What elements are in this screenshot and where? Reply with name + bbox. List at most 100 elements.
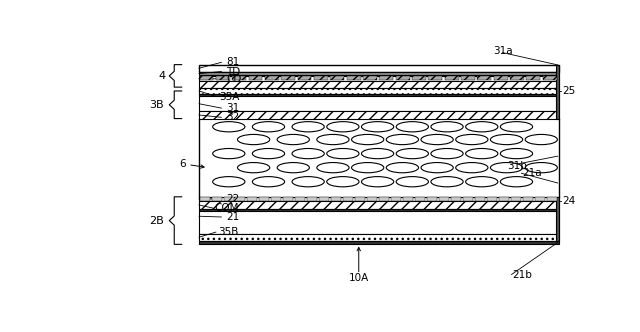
Bar	[199, 240, 559, 244]
Text: 31: 31	[227, 103, 239, 113]
Ellipse shape	[212, 177, 245, 187]
Ellipse shape	[252, 177, 285, 187]
Ellipse shape	[292, 122, 324, 132]
Ellipse shape	[456, 163, 488, 173]
Bar	[199, 88, 559, 94]
Bar	[200, 76, 213, 80]
Bar	[199, 197, 559, 202]
Bar	[439, 197, 449, 201]
Ellipse shape	[351, 134, 384, 145]
Bar	[259, 197, 269, 201]
Text: 3B: 3B	[150, 100, 164, 110]
Ellipse shape	[237, 134, 269, 145]
Ellipse shape	[327, 122, 359, 132]
Bar	[199, 94, 559, 96]
Ellipse shape	[277, 163, 309, 173]
Bar	[199, 202, 559, 208]
Bar	[223, 197, 234, 201]
Bar	[199, 76, 559, 81]
Bar	[355, 197, 365, 201]
Text: 10A: 10A	[349, 273, 369, 283]
Ellipse shape	[212, 122, 245, 132]
Ellipse shape	[292, 177, 324, 187]
Ellipse shape	[252, 122, 285, 132]
Ellipse shape	[351, 163, 384, 173]
Bar	[463, 197, 473, 201]
Text: TD: TD	[227, 66, 241, 77]
Bar	[248, 76, 262, 80]
Ellipse shape	[525, 163, 557, 173]
Ellipse shape	[277, 134, 309, 145]
Bar	[487, 197, 497, 201]
Ellipse shape	[327, 177, 359, 187]
Bar	[499, 197, 509, 201]
Ellipse shape	[490, 163, 523, 173]
Ellipse shape	[466, 177, 498, 187]
Bar	[236, 197, 246, 201]
Bar	[199, 234, 559, 240]
Bar	[271, 197, 282, 201]
Bar	[547, 197, 557, 201]
Text: 31b: 31b	[508, 161, 527, 171]
Text: 6: 6	[179, 159, 186, 169]
Bar	[451, 197, 461, 201]
Bar	[391, 197, 401, 201]
Ellipse shape	[387, 134, 419, 145]
Bar	[556, 65, 559, 119]
Text: 21a: 21a	[522, 168, 542, 178]
Text: 24: 24	[562, 196, 575, 206]
Bar	[199, 65, 559, 72]
Ellipse shape	[317, 134, 349, 145]
Bar	[523, 197, 533, 201]
Ellipse shape	[317, 163, 349, 173]
Bar	[510, 76, 524, 80]
Ellipse shape	[490, 134, 523, 145]
Bar	[477, 76, 492, 80]
Bar	[403, 197, 413, 201]
Text: 35A: 35A	[219, 92, 239, 102]
Bar	[319, 197, 330, 201]
Bar	[367, 197, 378, 201]
Bar	[344, 197, 353, 201]
Ellipse shape	[387, 163, 419, 173]
Bar	[347, 76, 360, 80]
Bar	[281, 76, 295, 80]
Ellipse shape	[456, 134, 488, 145]
Bar	[330, 76, 344, 80]
Ellipse shape	[500, 122, 532, 132]
Ellipse shape	[500, 148, 532, 159]
Bar	[296, 197, 305, 201]
Bar	[380, 76, 393, 80]
Ellipse shape	[525, 134, 557, 145]
Bar	[216, 76, 230, 80]
Bar	[307, 197, 317, 201]
Bar	[445, 76, 459, 80]
Ellipse shape	[327, 148, 359, 159]
Bar	[493, 76, 508, 80]
Bar	[415, 197, 426, 201]
Bar	[556, 197, 559, 240]
Bar	[396, 76, 410, 80]
Bar	[412, 76, 426, 80]
Text: 32: 32	[227, 112, 239, 122]
Text: CD: CD	[227, 74, 242, 84]
Ellipse shape	[431, 122, 463, 132]
Bar	[314, 76, 328, 80]
Bar	[199, 112, 559, 119]
Bar	[265, 76, 279, 80]
Ellipse shape	[396, 122, 428, 132]
Bar	[428, 76, 442, 80]
Ellipse shape	[252, 148, 285, 159]
Text: COM: COM	[214, 203, 239, 213]
Bar	[199, 208, 559, 210]
Bar	[535, 197, 545, 201]
Bar	[543, 76, 557, 80]
Text: 4: 4	[158, 71, 165, 81]
Bar	[298, 76, 312, 80]
Bar	[527, 76, 540, 80]
Bar	[284, 197, 294, 201]
Ellipse shape	[421, 163, 453, 173]
Bar	[363, 76, 377, 80]
Ellipse shape	[292, 148, 324, 159]
Bar	[199, 210, 559, 234]
